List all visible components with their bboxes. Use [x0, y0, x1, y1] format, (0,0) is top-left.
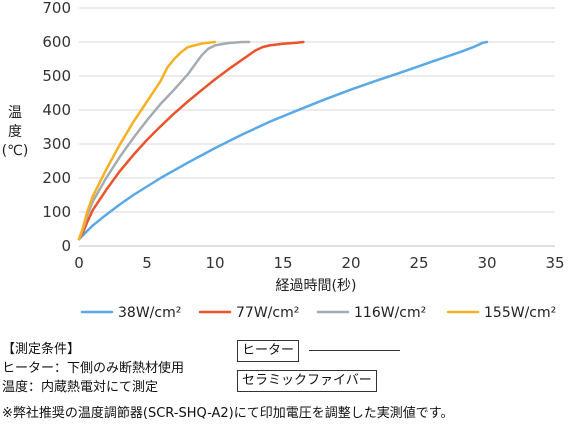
series-line-1 [77, 40, 489, 241]
y-tick-300: 300 [42, 135, 71, 153]
x-tick-25: 25 [409, 254, 428, 272]
legend-label-4: 155W/cm² [484, 305, 556, 321]
series-line-2 [77, 40, 305, 241]
heater-line [309, 350, 400, 351]
condition-temperature: 温度：内蔵熱電対にて測定 [2, 380, 159, 395]
x-tick-5: 5 [142, 254, 152, 272]
legend-label-1: 38W/cm² [118, 305, 181, 321]
y-tick-200: 200 [42, 169, 71, 187]
ceramic-fiber-label-box: セラミックファイバー [237, 370, 377, 392]
y-tick-600: 600 [42, 33, 71, 51]
conditions-heading: 【測定条件】 [2, 342, 81, 357]
x-tick-20: 20 [341, 254, 360, 272]
grid-lines [79, 7, 555, 213]
y-tick-0: 0 [61, 237, 71, 255]
footnote: ※弊社推奨の温度調節器(SCR-SHQ-A2)にて印加電圧を調整した実測値です。 [2, 406, 454, 421]
series-line-4 [77, 40, 217, 241]
x-axis-title: 経過時間(秒) [276, 278, 357, 294]
condition-heater: ヒーター：下側のみ断熱材使用 [2, 361, 185, 376]
y-tick-100: 100 [42, 203, 71, 221]
legend: 38W/cm² 77W/cm² 116W/cm² 155W/cm² [80, 305, 556, 321]
temperature-chart: 0 100 200 300 400 500 600 700 0 5 10 15 20 25 30 35 温度… [2, 0, 565, 321]
y-tick-labels: 0 100 200 300 400 500 600 700 [42, 0, 71, 255]
y-tick-400: 400 [42, 101, 71, 119]
x-tick-15: 15 [273, 254, 292, 272]
y-tick-700: 700 [42, 0, 71, 17]
x-tick-30: 30 [477, 254, 496, 272]
legend-label-2: 77W/cm² [236, 305, 299, 321]
x-tick-0: 0 [74, 254, 84, 272]
heater-label-box: ヒーター [237, 340, 300, 362]
series-line-3 [77, 40, 251, 241]
y-axis-title-part-3: (℃) [2, 143, 29, 159]
x-tick-labels: 0 5 10 15 20 25 30 35 [74, 254, 564, 272]
y-axis-title-part-1: 温 [8, 105, 22, 121]
x-tick-35: 35 [545, 254, 564, 272]
x-tick-10: 10 [205, 254, 224, 272]
y-axis-title-part-2: 度 [8, 124, 22, 140]
legend-label-3: 116W/cm² [354, 305, 426, 321]
y-axis-title: 温度 (℃) [2, 105, 29, 159]
series-lines [77, 40, 489, 241]
y-tick-500: 500 [42, 67, 71, 85]
